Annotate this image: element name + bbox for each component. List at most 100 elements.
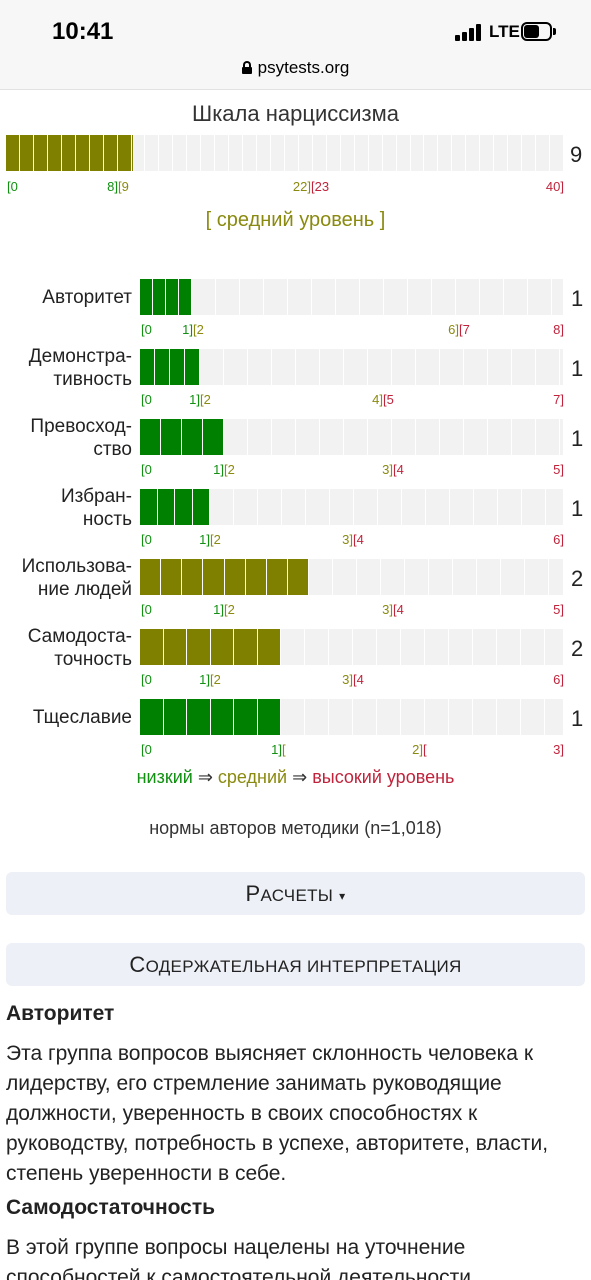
subscale-label-line: ность <box>82 509 132 530</box>
scale-tick-label: [0 <box>7 179 18 194</box>
bar-cell-empty <box>456 279 480 315</box>
bar-cell-empty <box>309 559 333 595</box>
bar-cell-empty <box>305 699 329 735</box>
network-type: LTE <box>489 22 520 41</box>
interpretation-text: Эта группа вопросов выясняет склонность … <box>6 1042 549 1185</box>
bar-cell-filled <box>234 629 258 665</box>
bar-cell-empty <box>378 489 402 525</box>
bar-cell-filled <box>140 629 164 665</box>
bar-cell-empty <box>377 629 401 665</box>
subscale-score: 1 <box>571 286 584 311</box>
bar-cell-empty <box>401 699 425 735</box>
bar-cell-empty <box>522 135 537 171</box>
bar-cell-empty <box>285 135 299 171</box>
bar-cell-empty <box>281 629 305 665</box>
bar-cell-empty <box>473 629 497 665</box>
bar-cell-empty <box>201 135 216 171</box>
scale-tick-label: [ <box>282 742 286 757</box>
scale-tick-label: [4 <box>393 602 404 617</box>
scale-tick-label: [9 <box>118 179 129 194</box>
interpretation-button[interactable]: СОДЕРЖАТЕЛЬНАЯ ИНТЕРПРЕТАЦИЯ <box>6 943 585 986</box>
bar-cell-empty <box>512 419 536 455</box>
page-title: Шкала нарциссизма <box>192 101 399 126</box>
subscale-label-line: Избран- <box>61 486 132 507</box>
bar-cell-empty <box>281 699 305 735</box>
bar-cell-empty <box>200 349 224 385</box>
bar-cell-empty <box>480 279 504 315</box>
bar-cell-empty <box>488 419 512 455</box>
subscale-label: Тщеславие <box>33 706 132 729</box>
bar-cell-empty <box>477 559 501 595</box>
bar-cell-empty <box>425 629 449 665</box>
scale-tick-label: [2 <box>210 672 221 687</box>
bar-cell-filled <box>224 559 246 595</box>
bar-cell-empty <box>368 349 392 385</box>
bar-cell-empty <box>438 135 453 171</box>
scale-tick-label: 1] <box>199 532 210 547</box>
bar-cell-empty <box>440 349 464 385</box>
level-legend: низкий ⇒ средний ⇒ высокий уровень <box>0 767 591 788</box>
subscale-label: Демонстра-тивность <box>29 345 132 391</box>
bar-cell-empty <box>546 489 564 525</box>
bar-cell-empty <box>159 135 174 171</box>
bar-cell-filled <box>140 699 164 735</box>
bar-cell-filled <box>203 419 224 455</box>
bar-cell-empty <box>452 135 467 171</box>
interp-label-rest: ОДЕРЖАТЕЛЬНАЯ ИНТЕРПРЕТАЦИЯ <box>145 957 462 976</box>
calculations-button[interactable]: РАСЧЕТЫ ▾ <box>6 872 585 915</box>
scale-tick-label: [0 <box>141 602 152 617</box>
bar-cell-filled <box>33 135 48 171</box>
bar-cell-filled <box>140 279 153 315</box>
bar-cell-empty <box>536 349 560 385</box>
bar-cell-filled <box>153 279 166 315</box>
bar-cell-empty <box>264 279 288 315</box>
scale-tick-label: [0 <box>141 532 152 547</box>
bar-cell-empty <box>329 699 353 735</box>
bar-cell-empty <box>426 489 450 525</box>
scale-tick-label: 3] <box>342 532 353 547</box>
bar-cell-empty <box>272 419 296 455</box>
battery-icon <box>521 22 556 41</box>
subscale-bar <box>140 419 564 455</box>
bar-cell-filled <box>192 489 210 525</box>
bar-cell-filled <box>117 135 132 171</box>
scale-tick-label: [23 <box>311 179 330 194</box>
scale-tick-label: 6] <box>448 322 459 337</box>
subscale-label: Избран-ность <box>61 485 132 531</box>
bar-cell-empty <box>354 489 378 525</box>
calc-label-initial: Р <box>245 881 261 906</box>
bar-cell-empty <box>330 489 354 525</box>
bar-cell-empty <box>329 629 353 665</box>
scale-tick-label: 3] <box>553 742 564 757</box>
scale-tick-label: 1] <box>271 742 282 757</box>
bar-cell-empty <box>320 419 344 455</box>
legend-mid: средний <box>217 767 288 787</box>
bar-cell-filled <box>266 559 288 595</box>
scale-tick-label: [0 <box>141 392 152 407</box>
bar-cell-empty <box>494 135 509 171</box>
subscale-label-line: Демонстра- <box>28 346 132 367</box>
bar-cell-filled <box>257 699 281 735</box>
bar-cell-empty <box>480 135 495 171</box>
bar-cell-filled <box>155 349 170 385</box>
bar-cell-empty <box>187 135 202 171</box>
bar-cell-empty <box>340 135 355 171</box>
bar-cell-empty <box>512 349 536 385</box>
bar-cell-filled <box>175 489 193 525</box>
address-bar[interactable]: psytests.org <box>0 58 591 78</box>
bar-cell-empty <box>258 489 282 525</box>
scale-tick-label: [2 <box>224 462 235 477</box>
bar-cell-empty <box>392 419 416 455</box>
bar-cell-filled <box>170 349 185 385</box>
bar-cell-empty <box>216 279 240 315</box>
scale-tick-label: 1] <box>189 392 200 407</box>
bar-cell-empty <box>440 419 464 455</box>
bar-cell-empty <box>405 559 429 595</box>
bar-cell-empty <box>410 135 425 171</box>
bar-cell-empty <box>248 419 272 455</box>
scale-tick-label: [4 <box>353 532 364 547</box>
subscale-label-line: Авторитет <box>42 287 132 308</box>
bar-cell-filled <box>157 489 175 525</box>
bar-cell-filled <box>47 135 62 171</box>
bar-cell-empty <box>466 135 481 171</box>
